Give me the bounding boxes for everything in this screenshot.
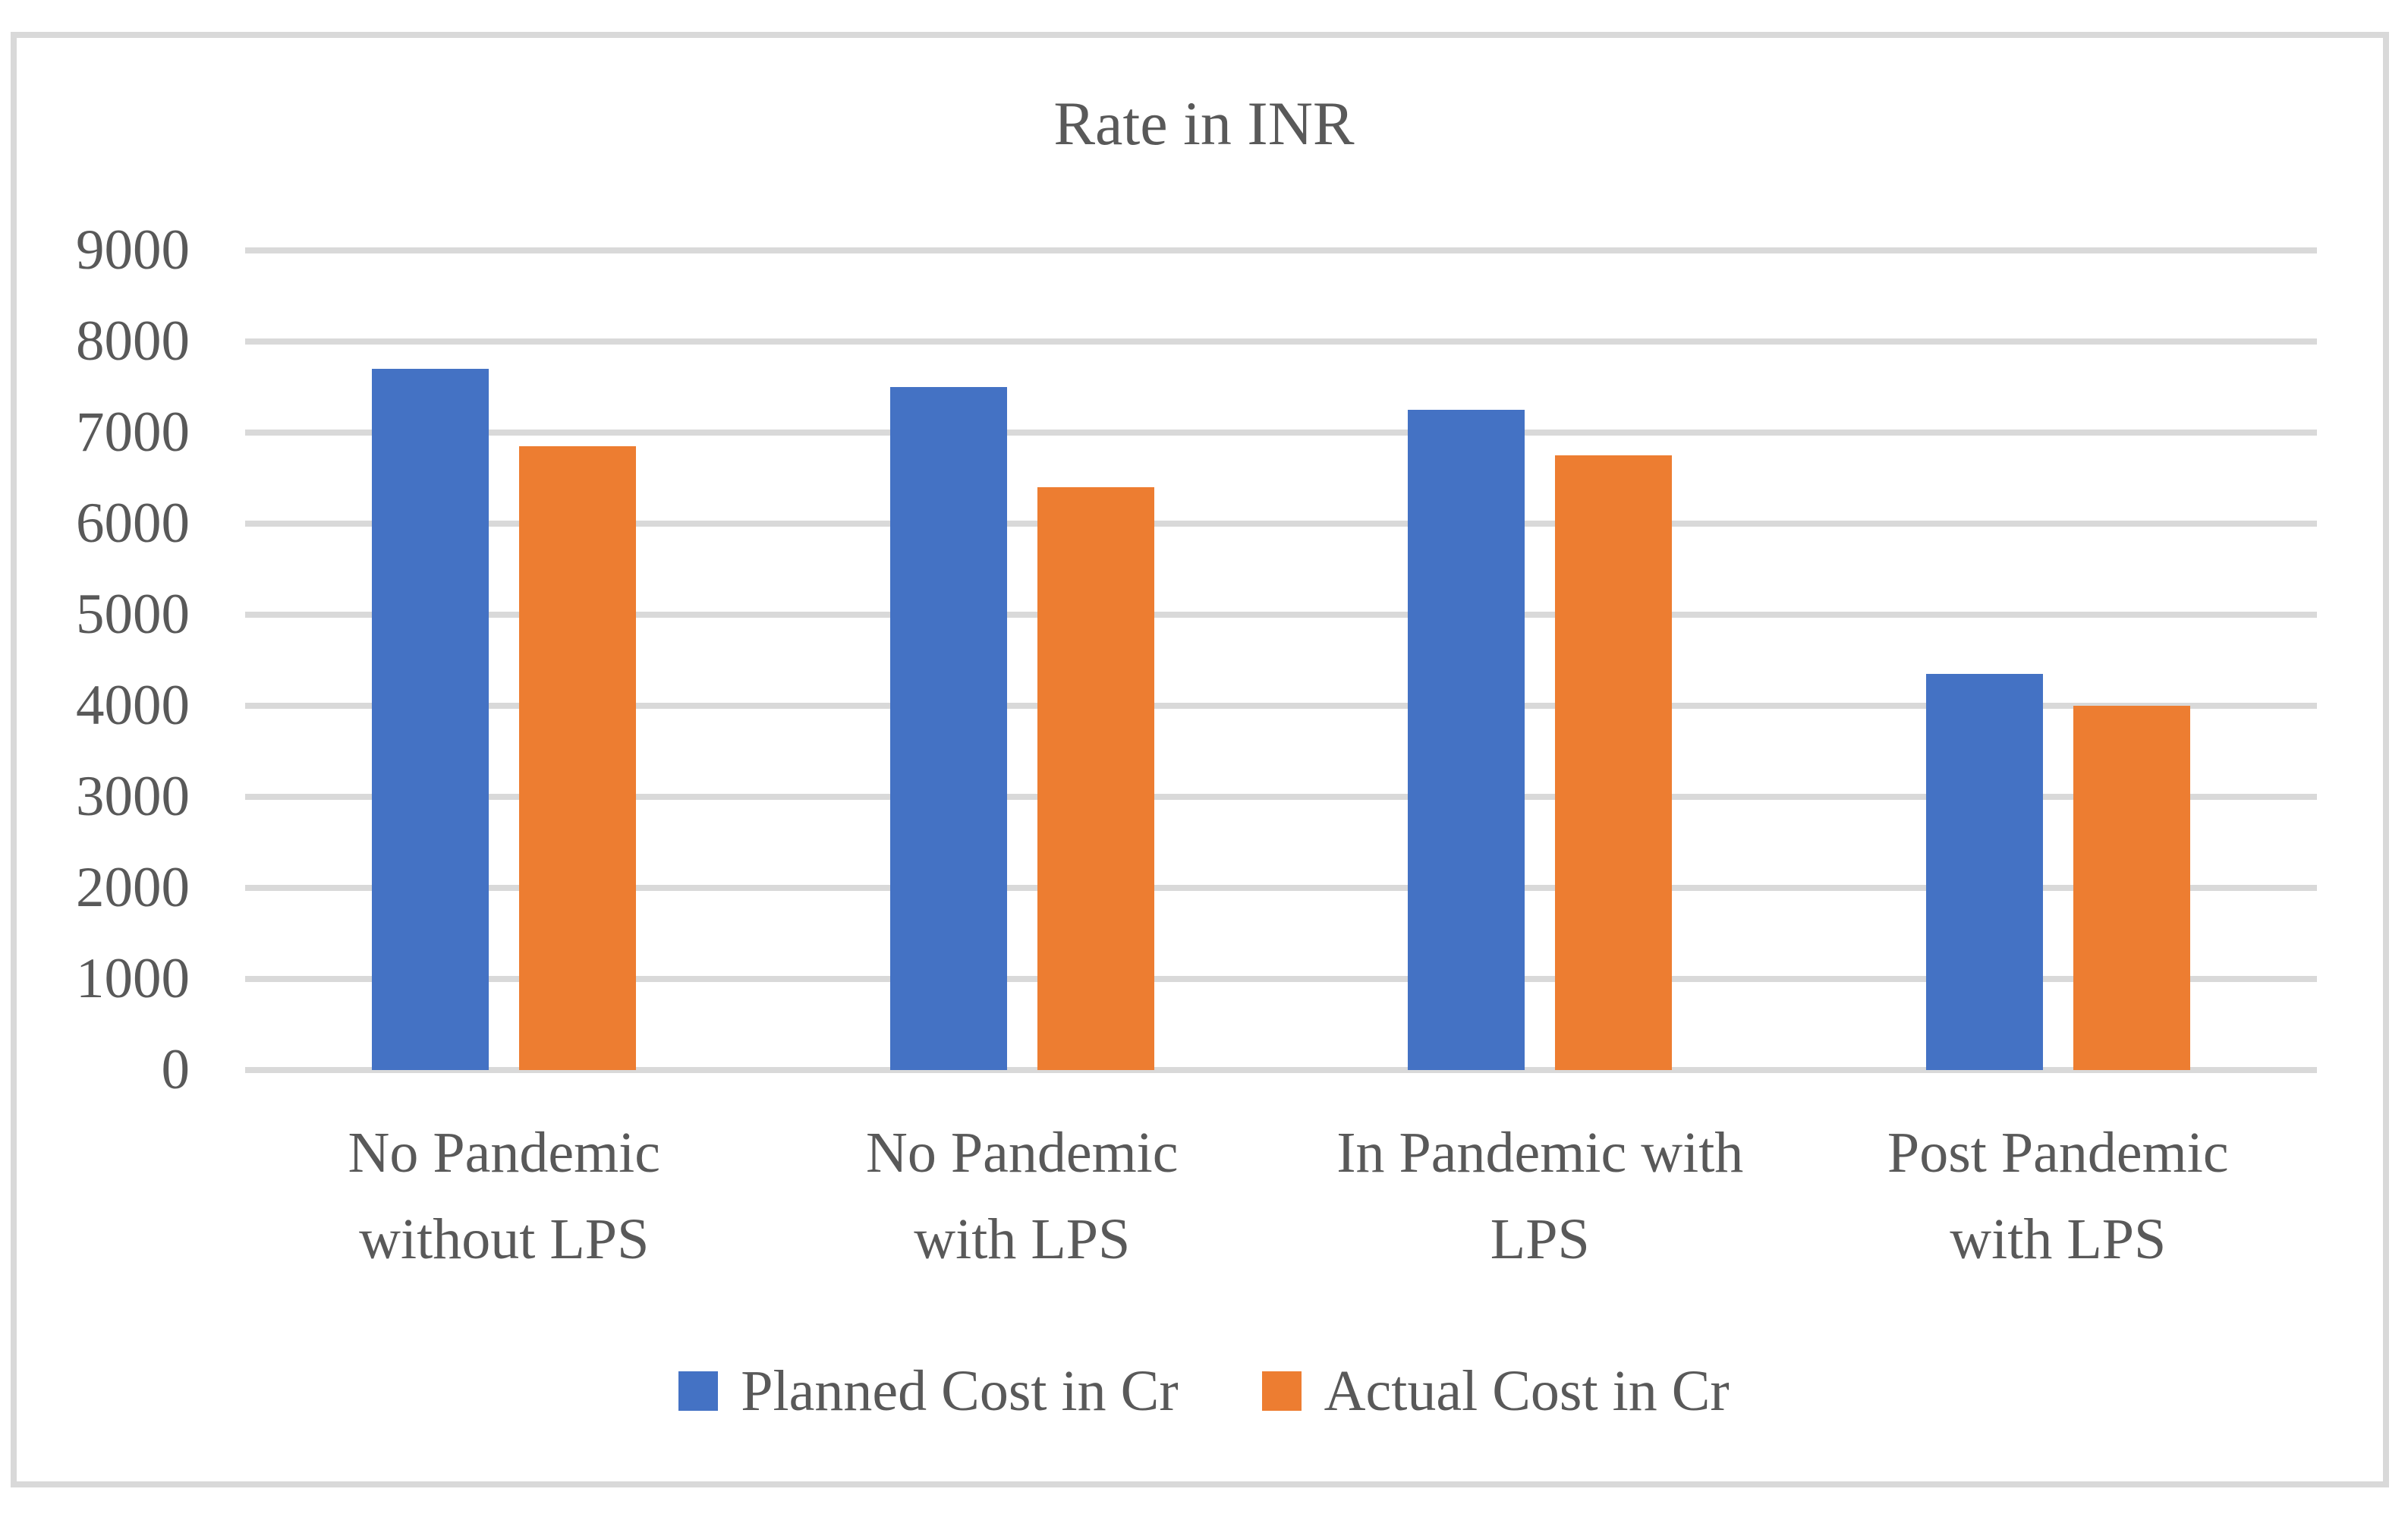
bar-planned-cost-in-cr-post-pandemic-with-lps	[1926, 674, 2043, 1070]
gridline-5000	[245, 612, 2317, 618]
x-category-label-line: In Pandemic with	[1336, 1121, 1744, 1185]
x-category-label-line: Post Pandemic	[1887, 1121, 2229, 1185]
x-category-label-post-pandemic-with-lps: Post Pandemic with LPS	[1799, 1110, 2318, 1283]
legend-marker-actual-cost-in-cr	[1261, 1371, 1302, 1411]
y-tick-label-7000: 7000	[76, 401, 190, 464]
gridline-9000	[245, 247, 2317, 253]
x-category-label-no-pandemic-without-lps: No Pandemic without LPS	[245, 1110, 763, 1283]
gridline-6000	[245, 521, 2317, 527]
x-category-label-line: LPS	[1490, 1207, 1590, 1271]
chart-title: Rate in INR	[1053, 89, 1355, 158]
y-tick-label-2000: 2000	[76, 856, 190, 919]
gridline-1000	[245, 976, 2317, 982]
y-tick-label-0: 0	[161, 1038, 190, 1101]
gridline-4000	[245, 703, 2317, 709]
y-tick-label-5000: 5000	[76, 583, 190, 646]
gridline-8000	[245, 338, 2317, 345]
x-category-label-line: No Pandemic	[865, 1121, 1179, 1185]
bar-actual-cost-in-cr-no-pandemic-without-lps	[519, 446, 636, 1070]
bar-actual-cost-in-cr-no-pandemic-with-lps	[1037, 487, 1154, 1070]
legend: Planned Cost in Cr Actual Cost in Cr	[0, 1357, 2408, 1425]
x-category-label-in-pandemic-with-lps: In Pandemic with LPS	[1281, 1110, 1799, 1283]
bar-planned-cost-in-cr-no-pandemic-with-lps	[890, 387, 1007, 1070]
x-category-label-line: without LPS	[359, 1207, 650, 1271]
y-tick-label-8000: 8000	[76, 310, 190, 373]
y-tick-label-9000: 9000	[76, 219, 190, 282]
bar-planned-cost-in-cr-no-pandemic-without-lps	[372, 369, 489, 1070]
y-tick-label-1000: 1000	[76, 947, 190, 1010]
legend-label: Planned Cost in Cr	[741, 1359, 1179, 1423]
legend-marker-planned-cost-in-cr	[678, 1371, 719, 1411]
x-category-label-no-pandemic-with-lps: No Pandemic with LPS	[763, 1110, 1282, 1283]
bar-planned-cost-in-cr-in-pandemic-with-lps	[1408, 410, 1525, 1070]
bar-actual-cost-in-cr-post-pandemic-with-lps	[2073, 706, 2190, 1070]
gridline-7000	[245, 430, 2317, 436]
y-tick-label-3000: 3000	[76, 765, 190, 828]
gridline-2000	[245, 885, 2317, 891]
legend-item-actual-cost-in-cr: Actual Cost in Cr	[1261, 1357, 1730, 1425]
x-category-label-line: with LPS	[1950, 1207, 2167, 1271]
legend-item-planned-cost-in-cr: Planned Cost in Cr	[678, 1357, 1179, 1425]
gridline-3000	[245, 794, 2317, 800]
gridline-0	[245, 1067, 2317, 1073]
legend-label: Actual Cost in Cr	[1324, 1359, 1730, 1423]
bar-actual-cost-in-cr-in-pandemic-with-lps	[1555, 455, 1672, 1070]
plot-area	[245, 247, 2317, 1073]
x-category-label-line: with LPS	[914, 1207, 1131, 1271]
y-tick-label-6000: 6000	[76, 492, 190, 555]
y-tick-label-4000: 4000	[76, 674, 190, 737]
x-category-label-line: No Pandemic	[348, 1121, 661, 1185]
